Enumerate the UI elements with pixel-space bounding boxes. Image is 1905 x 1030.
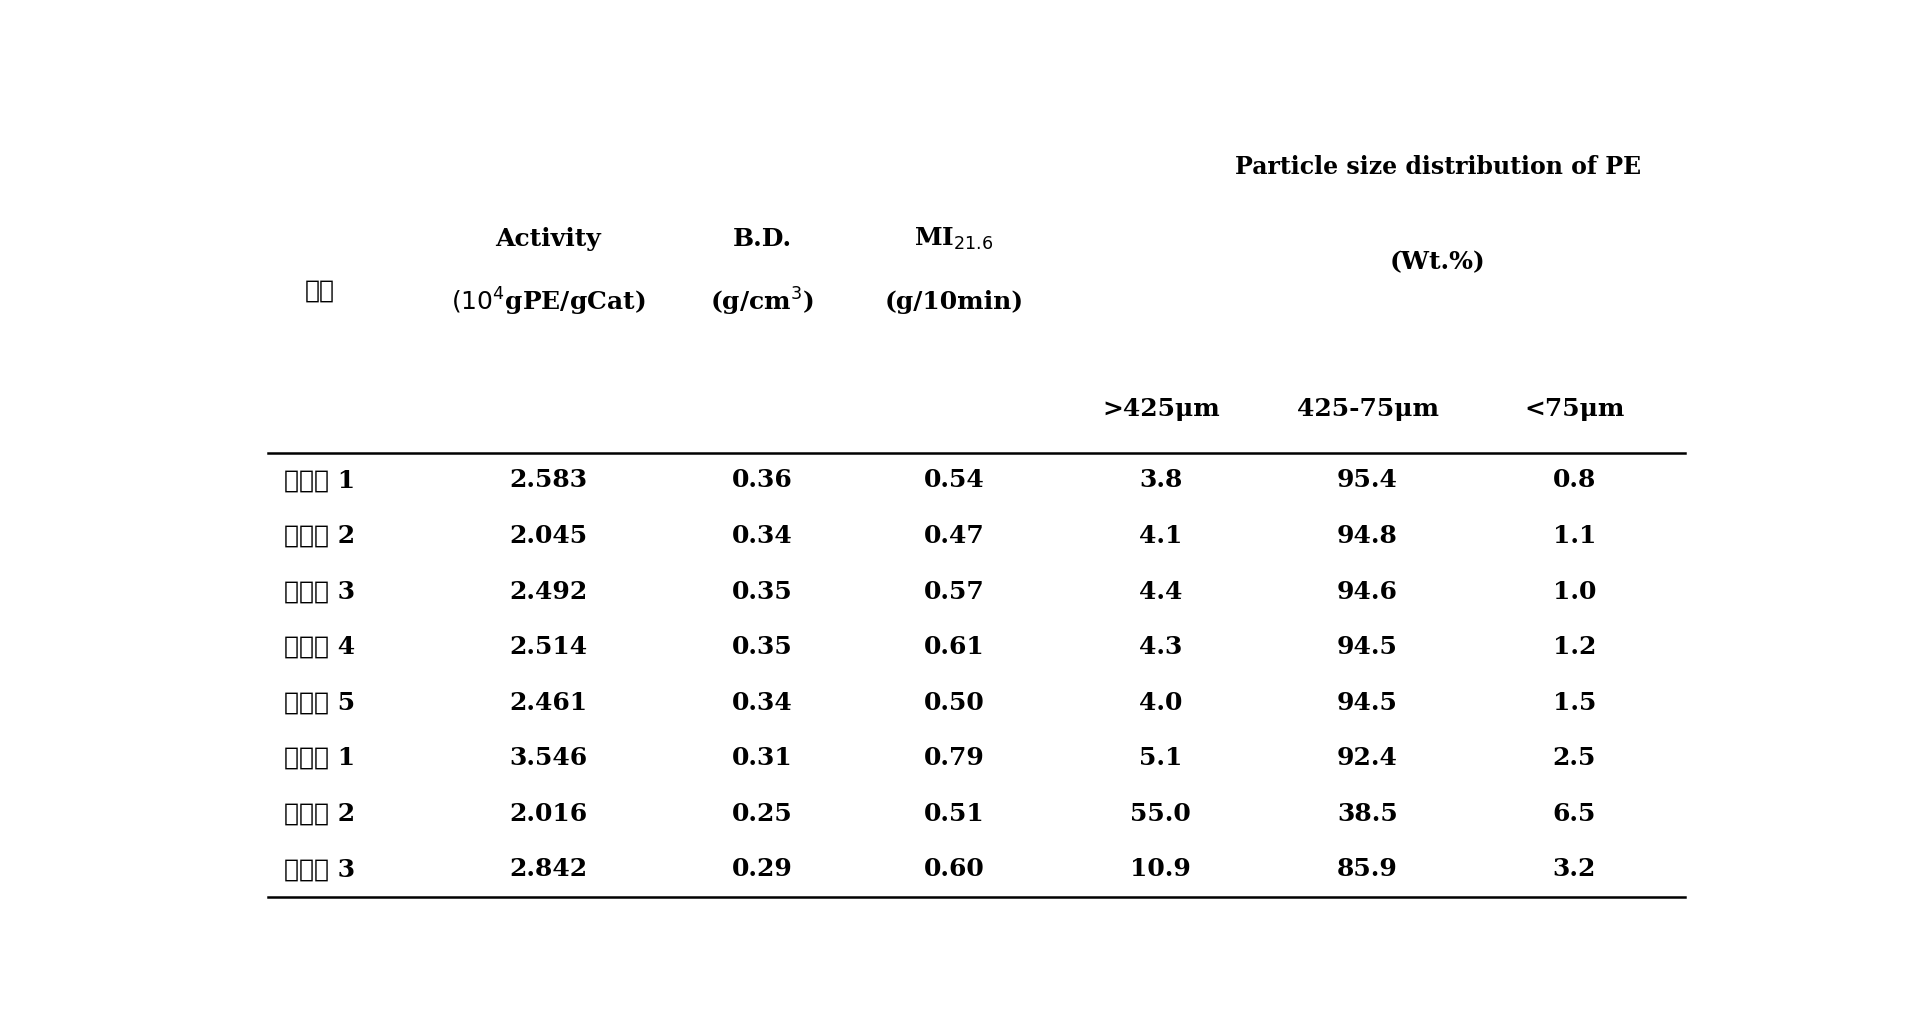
Text: 2.514: 2.514 <box>509 636 587 659</box>
Text: 0.36: 0.36 <box>732 469 792 492</box>
Text: 0.29: 0.29 <box>732 857 792 881</box>
Text: 0.61: 0.61 <box>924 636 985 659</box>
Text: 38.5: 38.5 <box>1337 801 1398 826</box>
Text: (Wt.%): (Wt.%) <box>1391 250 1486 274</box>
Text: (g/10min): (g/10min) <box>884 290 1023 314</box>
Text: 0.79: 0.79 <box>924 746 985 770</box>
Text: 对比例 1: 对比例 1 <box>284 746 354 770</box>
Text: 3.546: 3.546 <box>509 746 587 770</box>
Text: 2.016: 2.016 <box>509 801 587 826</box>
Text: 0.35: 0.35 <box>732 636 792 659</box>
Text: 实施例 2: 实施例 2 <box>284 524 354 548</box>
Text: 0.60: 0.60 <box>924 857 985 881</box>
Text: 0.51: 0.51 <box>924 801 985 826</box>
Text: 94.6: 94.6 <box>1337 580 1398 604</box>
Text: 6.5: 6.5 <box>1553 801 1596 826</box>
Text: 1.0: 1.0 <box>1553 580 1596 604</box>
Text: 2.045: 2.045 <box>509 524 587 548</box>
Text: 425-75μm: 425-75μm <box>1297 398 1438 421</box>
Text: 对比例 2: 对比例 2 <box>284 801 354 826</box>
Text: 94.5: 94.5 <box>1337 690 1398 715</box>
Text: 55.0: 55.0 <box>1130 801 1191 826</box>
Text: 2.842: 2.842 <box>509 857 587 881</box>
Text: 0.34: 0.34 <box>732 524 792 548</box>
Text: 2.492: 2.492 <box>509 580 587 604</box>
Text: 实施例 5: 实施例 5 <box>284 690 354 715</box>
Text: 0.50: 0.50 <box>924 690 985 715</box>
Text: 0.54: 0.54 <box>924 469 985 492</box>
Text: 4.1: 4.1 <box>1139 524 1183 548</box>
Text: 0.31: 0.31 <box>732 746 792 770</box>
Text: 4.0: 4.0 <box>1139 690 1183 715</box>
Text: 4.4: 4.4 <box>1139 580 1183 604</box>
Text: Activity: Activity <box>495 227 602 250</box>
Text: 对比例 3: 对比例 3 <box>284 857 354 881</box>
Text: B.D.: B.D. <box>733 227 792 250</box>
Text: 85.9: 85.9 <box>1337 857 1398 881</box>
Text: 1.1: 1.1 <box>1553 524 1596 548</box>
Text: 10.9: 10.9 <box>1130 857 1191 881</box>
Text: 0.35: 0.35 <box>732 580 792 604</box>
Text: 2.5: 2.5 <box>1553 746 1596 770</box>
Text: 编号: 编号 <box>305 278 333 302</box>
Text: 3.2: 3.2 <box>1553 857 1596 881</box>
Text: 实施例 3: 实施例 3 <box>284 580 354 604</box>
Text: 0.57: 0.57 <box>924 580 985 604</box>
Text: >425μm: >425μm <box>1101 398 1219 421</box>
Text: Particle size distribution of PE: Particle size distribution of PE <box>1234 156 1640 179</box>
Text: MI$_{21.6}$: MI$_{21.6}$ <box>914 226 994 251</box>
Text: 2.461: 2.461 <box>509 690 587 715</box>
Text: 0.8: 0.8 <box>1553 469 1596 492</box>
Text: $(10^4$gPE/gCat): $(10^4$gPE/gCat) <box>451 286 646 318</box>
Text: 94.5: 94.5 <box>1337 636 1398 659</box>
Text: 5.1: 5.1 <box>1139 746 1183 770</box>
Text: <75μm: <75μm <box>1524 398 1625 421</box>
Text: 95.4: 95.4 <box>1337 469 1398 492</box>
Text: 2.583: 2.583 <box>509 469 587 492</box>
Text: 1.5: 1.5 <box>1553 690 1596 715</box>
Text: 1.2: 1.2 <box>1553 636 1596 659</box>
Text: 实施例 4: 实施例 4 <box>284 636 354 659</box>
Text: 0.25: 0.25 <box>732 801 792 826</box>
Text: 0.47: 0.47 <box>924 524 985 548</box>
Text: 0.34: 0.34 <box>732 690 792 715</box>
Text: 92.4: 92.4 <box>1337 746 1398 770</box>
Text: 实施例 1: 实施例 1 <box>284 469 354 492</box>
Text: 94.8: 94.8 <box>1337 524 1398 548</box>
Text: 4.3: 4.3 <box>1139 636 1183 659</box>
Text: (g/cm$^3$): (g/cm$^3$) <box>711 286 813 318</box>
Text: 3.8: 3.8 <box>1139 469 1183 492</box>
